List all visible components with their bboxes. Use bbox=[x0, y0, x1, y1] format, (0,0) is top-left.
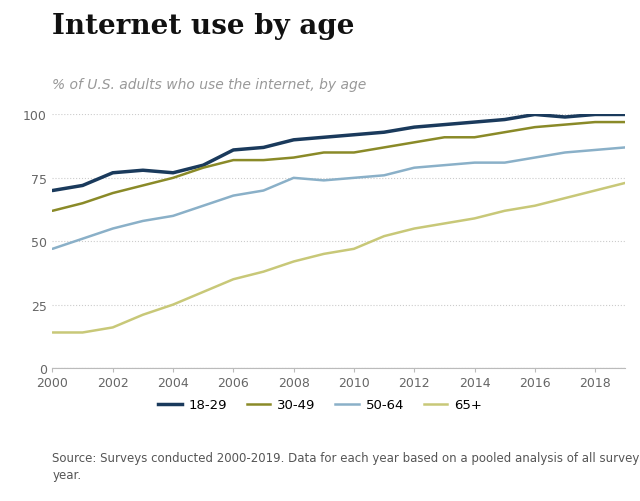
Text: % of U.S. adults who use the internet, by age: % of U.S. adults who use the internet, b… bbox=[52, 78, 367, 92]
Text: Source: Surveys conducted 2000-2019. Data for each year based on a pooled analys: Source: Surveys conducted 2000-2019. Dat… bbox=[52, 451, 640, 481]
Legend: 18-29, 30-49, 50-64, 65+: 18-29, 30-49, 50-64, 65+ bbox=[153, 393, 487, 417]
Text: Internet use by age: Internet use by age bbox=[52, 13, 355, 40]
